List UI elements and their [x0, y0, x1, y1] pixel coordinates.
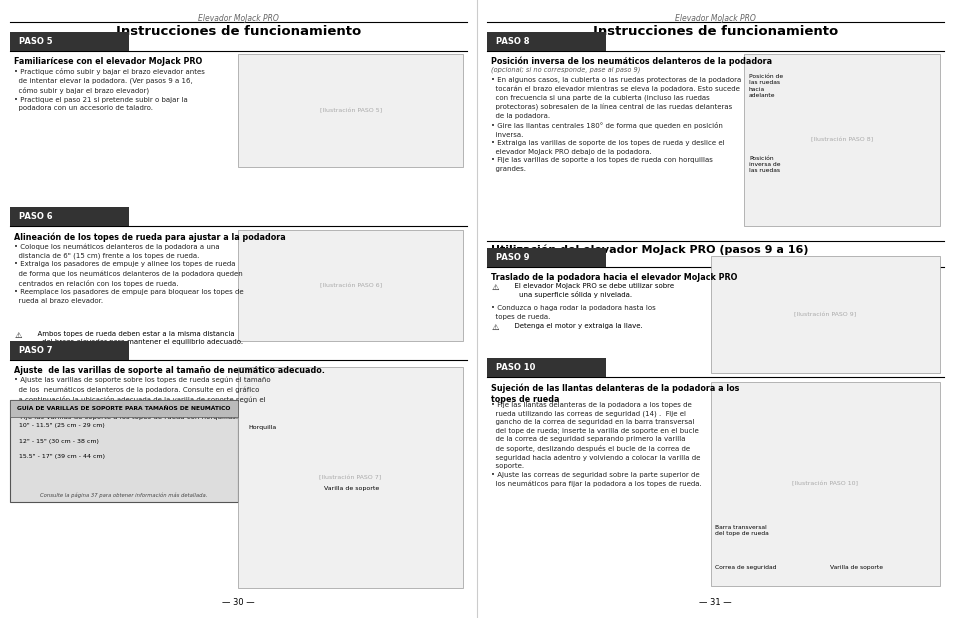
- Text: Familiarícese con el elevador MoJack PRO: Familiarícese con el elevador MoJack PRO: [14, 57, 202, 66]
- Text: [Ilustración PASO 5]: [Ilustración PASO 5]: [319, 108, 381, 113]
- Text: • Conduzca o haga rodar la podadora hasta los
  topes de rueda.: • Conduzca o haga rodar la podadora hast…: [491, 305, 656, 320]
- Text: El elevador MoJack PRO se debe utilizar sobre
    una superficie sólida y nivela: El elevador MoJack PRO se debe utilizar …: [510, 283, 674, 298]
- FancyBboxPatch shape: [486, 248, 605, 267]
- Text: PASO 10: PASO 10: [496, 363, 535, 372]
- Text: Horquilla: Horquilla: [248, 425, 276, 430]
- Text: PASO 9: PASO 9: [496, 253, 529, 262]
- Text: • Coloque los neumáticos delanteros de la podadora a una
  distancia de 6" (15 c: • Coloque los neumáticos delanteros de l…: [14, 243, 244, 303]
- FancyBboxPatch shape: [10, 207, 129, 226]
- FancyBboxPatch shape: [10, 400, 238, 502]
- Text: Ajuste  de las varillas de soporte al tamaño de neumático adecuado.: Ajuste de las varillas de soporte al tam…: [14, 366, 325, 375]
- Text: Detenga el motor y extraiga la llave.: Detenga el motor y extraiga la llave.: [510, 323, 642, 329]
- FancyBboxPatch shape: [238, 367, 462, 588]
- Text: GUÍA DE VARILLAS DE SOPORTE PARA TAMAÑOS DE NEUMÁTICO: GUÍA DE VARILLAS DE SOPORTE PARA TAMAÑOS…: [17, 406, 231, 411]
- FancyBboxPatch shape: [10, 400, 238, 417]
- Text: Correa de seguridad: Correa de seguridad: [715, 565, 776, 570]
- Text: Varilla de soporte: Varilla de soporte: [324, 486, 379, 491]
- FancyBboxPatch shape: [238, 230, 462, 341]
- Text: 15.5" - 17" (39 cm - 44 cm): 15.5" - 17" (39 cm - 44 cm): [19, 454, 105, 459]
- Text: Ambos topes de rueda deben estar a la misma distancia
    del brazo elevador par: Ambos topes de rueda deben estar a la mi…: [33, 331, 243, 345]
- FancyBboxPatch shape: [10, 32, 129, 51]
- Text: (opcional; si no corresponde, pase al paso 9): (opcional; si no corresponde, pase al pa…: [491, 66, 640, 73]
- Text: [Ilustración PASO 7]: [Ilustración PASO 7]: [319, 475, 381, 480]
- Text: — 31 —: — 31 —: [699, 598, 731, 607]
- Text: Posición
inversa de
las ruedas: Posición inversa de las ruedas: [748, 156, 780, 173]
- Text: [Ilustración PASO 9]: [Ilustración PASO 9]: [793, 312, 856, 317]
- FancyBboxPatch shape: [710, 382, 939, 586]
- Text: Varilla de soporte: Varilla de soporte: [829, 565, 882, 570]
- Text: PASO 8: PASO 8: [496, 37, 529, 46]
- Text: 10" - 11.5" (25 cm - 29 cm): 10" - 11.5" (25 cm - 29 cm): [19, 423, 105, 428]
- Text: • Practique cómo subir y bajar el brazo elevador antes
  de intentar elevar la p: • Practique cómo subir y bajar el brazo …: [14, 68, 205, 111]
- FancyBboxPatch shape: [486, 32, 605, 51]
- Text: Elevador MoJack PRO: Elevador MoJack PRO: [198, 14, 278, 23]
- Text: [Ilustración PASO 8]: [Ilustración PASO 8]: [810, 137, 872, 142]
- Text: Posición de
las ruedas
hacia
adelante: Posición de las ruedas hacia adelante: [748, 74, 782, 98]
- FancyBboxPatch shape: [710, 256, 939, 373]
- Text: • En algunos casos, la cubierta o las ruedas protectoras de la podadora
  tocará: • En algunos casos, la cubierta o las ru…: [491, 77, 740, 172]
- Text: ⚠: ⚠: [491, 283, 498, 292]
- Text: [Ilustración PASO 6]: [Ilustración PASO 6]: [319, 283, 381, 288]
- Text: 12" - 15" (30 cm - 38 cm): 12" - 15" (30 cm - 38 cm): [19, 439, 99, 444]
- Text: • Ajuste las varillas de soporte sobre los topes de rueda según el tamaño
  de l: • Ajuste las varillas de soporte sobre l…: [14, 377, 271, 420]
- Text: PASO 6: PASO 6: [19, 212, 52, 221]
- Text: Traslado de la podadora hacia el elevador MoJack PRO: Traslado de la podadora hacia el elevado…: [491, 273, 737, 282]
- Text: Posición inversa de los neumáticos delanteros de la podadora: Posición inversa de los neumáticos delan…: [491, 57, 772, 66]
- Text: ⚠: ⚠: [491, 323, 498, 332]
- Text: Consulte la página 37 para obtener información más detallada.: Consulte la página 37 para obtener infor…: [40, 493, 208, 498]
- Text: Barra transversal
del tope de rueda: Barra transversal del tope de rueda: [715, 525, 768, 536]
- Text: PASO 5: PASO 5: [19, 37, 52, 46]
- Text: [Ilustración PASO 10]: [Ilustración PASO 10]: [791, 481, 858, 486]
- Text: Instrucciones de funcionamiento: Instrucciones de funcionamiento: [115, 25, 361, 38]
- Text: Utilización del elevador MoJack PRO (pasos 9 a 16): Utilización del elevador MoJack PRO (pas…: [491, 245, 808, 255]
- Text: Alineación de los topes de rueda para ajustar a la podadora: Alineación de los topes de rueda para aj…: [14, 232, 286, 242]
- Text: Elevador MoJack PRO: Elevador MoJack PRO: [675, 14, 755, 23]
- FancyBboxPatch shape: [486, 358, 605, 377]
- FancyBboxPatch shape: [743, 54, 939, 226]
- Text: • Fije las llantas delanteras de la podadora a los topes de
  rueda utilizando l: • Fije las llantas delanteras de la poda…: [491, 402, 701, 487]
- Text: PASO 7: PASO 7: [19, 346, 52, 355]
- Text: ⚠: ⚠: [14, 331, 22, 341]
- Text: Instrucciones de funcionamiento: Instrucciones de funcionamiento: [592, 25, 838, 38]
- Text: Sujeción de las llantas delanteras de la podadora a los
topes de rueda: Sujeción de las llantas delanteras de la…: [491, 383, 739, 404]
- Text: — 30 —: — 30 —: [222, 598, 254, 607]
- FancyBboxPatch shape: [238, 54, 462, 167]
- FancyBboxPatch shape: [10, 341, 129, 360]
